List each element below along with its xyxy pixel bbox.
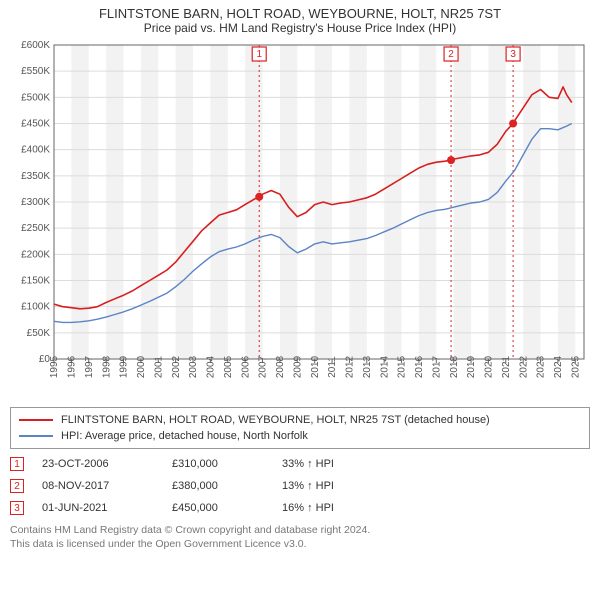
svg-text:£50K: £50K — [27, 328, 51, 339]
sale-pct-vs-hpi: 33% ↑ HPI — [282, 458, 334, 470]
sale-marker-box: 3 — [10, 501, 24, 515]
legend-item: FLINTSTONE BARN, HOLT ROAD, WEYBOURNE, H… — [19, 412, 581, 428]
copyright-notice: Contains HM Land Registry data © Crown c… — [10, 523, 590, 551]
sale-price: £380,000 — [172, 480, 282, 492]
sale-marker-box: 2 — [10, 479, 24, 493]
chart-subtitle: Price paid vs. HM Land Registry's House … — [8, 21, 592, 35]
svg-text:£550K: £550K — [21, 66, 50, 77]
sale-date: 01-JUN-2021 — [42, 502, 172, 514]
legend-label: HPI: Average price, detached house, Nort… — [61, 430, 308, 442]
legend: FLINTSTONE BARN, HOLT ROAD, WEYBOURNE, H… — [10, 407, 590, 449]
svg-text:£100K: £100K — [21, 302, 50, 313]
svg-text:3: 3 — [510, 49, 516, 60]
sale-pct-vs-hpi: 16% ↑ HPI — [282, 502, 334, 514]
sale-row: 3 01-JUN-2021£450,00016% ↑ HPI — [10, 497, 590, 519]
sale-row: 1 23-OCT-2006£310,00033% ↑ HPI — [10, 453, 590, 475]
sales-table: 1 23-OCT-2006£310,00033% ↑ HPI 2 08-NOV-201… — [10, 453, 590, 519]
svg-text:£250K: £250K — [21, 223, 50, 234]
sale-price: £450,000 — [172, 502, 282, 514]
svg-text:2: 2 — [448, 49, 454, 60]
sale-date: 08-NOV-2017 — [42, 480, 172, 492]
chart-title: FLINTSTONE BARN, HOLT ROAD, WEYBOURNE, H… — [8, 6, 592, 21]
plot-area: £0£50K£100K£150K£200K£250K£300K£350K£400… — [8, 39, 592, 399]
legend-item: HPI: Average price, detached house, Nort… — [19, 428, 581, 444]
line-chart-svg: £0£50K£100K£150K£200K£250K£300K£350K£400… — [8, 39, 592, 399]
svg-text:£150K: £150K — [21, 276, 50, 287]
copyright-line-2: This data is licensed under the Open Gov… — [10, 537, 590, 551]
svg-text:1: 1 — [256, 49, 262, 60]
sale-marker-box: 1 — [10, 457, 24, 471]
svg-text:£200K: £200K — [21, 249, 50, 260]
copyright-line-1: Contains HM Land Registry data © Crown c… — [10, 523, 590, 537]
legend-label: FLINTSTONE BARN, HOLT ROAD, WEYBOURNE, H… — [61, 414, 490, 426]
sale-date: 23-OCT-2006 — [42, 458, 172, 470]
svg-text:£450K: £450K — [21, 119, 50, 130]
svg-text:£600K: £600K — [21, 40, 50, 51]
legend-swatch — [19, 419, 53, 421]
svg-text:£300K: £300K — [21, 197, 50, 208]
svg-text:£350K: £350K — [21, 171, 50, 182]
sale-price: £310,000 — [172, 458, 282, 470]
sale-row: 2 08-NOV-2017£380,00013% ↑ HPI — [10, 475, 590, 497]
legend-swatch — [19, 435, 53, 437]
svg-text:£500K: £500K — [21, 92, 50, 103]
chart-container: FLINTSTONE BARN, HOLT ROAD, WEYBOURNE, H… — [0, 0, 600, 559]
svg-text:£400K: £400K — [21, 145, 50, 156]
sale-pct-vs-hpi: 13% ↑ HPI — [282, 480, 334, 492]
